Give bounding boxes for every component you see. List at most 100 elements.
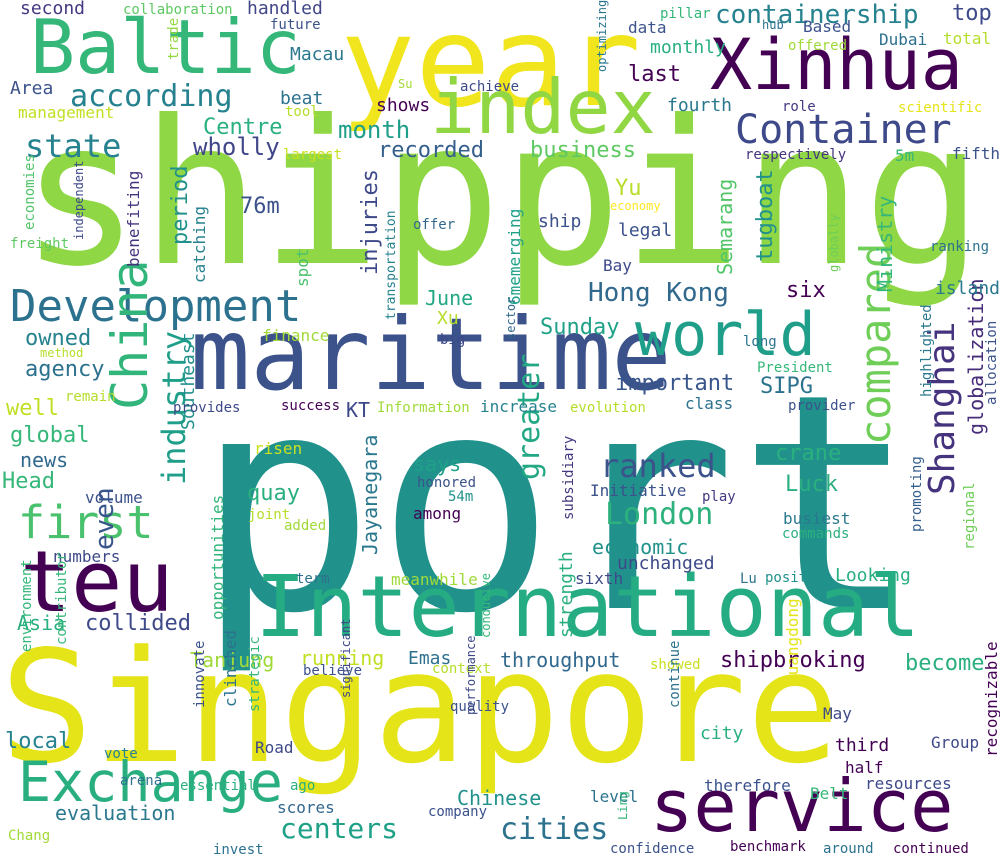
word-sipg: SIPG: [760, 374, 813, 399]
word-highlighted: highlighted: [919, 304, 935, 397]
word-class: class: [685, 394, 734, 413]
word-quality: quality: [450, 699, 510, 715]
word-half: half: [845, 758, 884, 777]
word-become: become: [905, 651, 985, 676]
word-management: management: [18, 103, 115, 122]
word-evaluation: evaluation: [55, 801, 176, 825]
word-quay: quay: [247, 481, 300, 506]
word-clinched: clinched: [221, 629, 240, 707]
word-centers: centers: [280, 812, 399, 845]
word-volume: volume: [85, 488, 143, 507]
word-around: around: [823, 841, 874, 857]
word-ministry: Ministry: [873, 195, 897, 292]
word-yu: Yu: [615, 176, 642, 201]
word-containership: containership: [715, 0, 919, 30]
word-play: play: [702, 489, 736, 505]
word-provider: provider: [788, 398, 856, 414]
word-globalization: globalization: [964, 278, 988, 435]
word-position: position: [765, 570, 833, 586]
word-increase: increase: [480, 397, 558, 416]
word-world: world: [635, 300, 816, 370]
word-big: big: [440, 332, 466, 348]
word-wholly: wholly: [193, 133, 280, 161]
word-essential: essential: [180, 778, 256, 794]
word-agency: agency: [25, 357, 105, 382]
word-asia: Asia: [17, 611, 66, 635]
word-strength: strength: [556, 551, 577, 638]
word-year: year: [340, 0, 642, 135]
word-collaboration: collaboration: [123, 2, 233, 18]
word-third: third: [835, 735, 890, 756]
word-running: running: [300, 646, 385, 670]
word-state: state: [25, 127, 122, 165]
word-therefore: therefore: [704, 776, 791, 795]
word-head: Head: [2, 469, 55, 494]
word-success: success: [281, 398, 341, 414]
word-innovate: innovate: [192, 640, 208, 708]
word-crane: crane: [775, 441, 842, 466]
word-owned: owned: [25, 326, 92, 351]
word-confidence: confidence: [610, 841, 695, 857]
word-busiest: busiest: [783, 509, 851, 528]
word-numbers: numbers: [53, 547, 121, 566]
word-luck: Luck: [785, 472, 838, 497]
word-business: business: [530, 138, 636, 163]
word-continued: continued: [893, 841, 969, 857]
word-global: global: [10, 423, 90, 448]
word-important: important: [615, 371, 735, 396]
word-well: well: [6, 396, 59, 421]
word-beat: beat: [280, 88, 324, 109]
word-jayanegara: Jayanegara: [358, 434, 382, 555]
word-opportunities: opportunities: [208, 494, 227, 620]
word-six: six: [786, 278, 826, 303]
word-pillar: pillar: [660, 6, 711, 22]
word-among: among: [413, 504, 462, 523]
word-long: long: [743, 334, 777, 350]
word-54m: 54m: [448, 489, 474, 505]
word-city: city: [700, 723, 744, 744]
word-according: according: [70, 79, 233, 114]
word-bay: Bay: [603, 256, 632, 275]
word-container: Container: [735, 107, 952, 153]
word-exchange: Exchange: [18, 750, 283, 814]
word-area: Area: [10, 78, 54, 99]
word-scores: scores: [277, 798, 335, 817]
word-information: Information: [377, 400, 470, 416]
word-port: port: [195, 330, 918, 679]
word-ranked: ranked: [600, 447, 716, 485]
word-international: International: [255, 558, 921, 657]
word-company: company: [428, 804, 488, 820]
word-shipping: shipping: [20, 78, 984, 311]
word-xu: Xu: [437, 308, 459, 329]
word-contributor: contributor: [54, 552, 70, 645]
word-may: May: [823, 704, 852, 723]
word-shows: shows: [376, 95, 431, 116]
word-benchmark: benchmark: [730, 839, 806, 855]
word-island: island: [934, 278, 1000, 299]
word-commands: commands: [782, 526, 850, 542]
word-respectively: respectively: [745, 147, 847, 163]
word-scientific: scientific: [898, 100, 983, 116]
word-china: China: [101, 259, 159, 410]
word-independent: independent: [72, 160, 86, 240]
word-local: local: [5, 729, 72, 754]
word-says: says: [413, 452, 462, 476]
word-service: service: [650, 764, 954, 848]
word-tanjung: Tanjung: [190, 648, 275, 672]
word-added: added: [284, 518, 327, 534]
word-singapore: Singapore: [0, 617, 840, 798]
word-subsidiary: subsidiary: [561, 435, 577, 520]
word-economies: economies: [22, 154, 38, 230]
word-finance: finance: [262, 326, 330, 345]
word-economy: economy: [610, 199, 661, 213]
word-believe: believe: [303, 663, 363, 679]
word-shipbroking: shipbroking: [720, 648, 866, 673]
word-5m: 5m: [895, 146, 915, 165]
word-collided: collided: [85, 611, 191, 636]
word-largest: largest: [283, 147, 343, 163]
word-provides: provides: [173, 400, 241, 416]
word-hong-kong: Hong Kong: [588, 278, 729, 308]
word-tool: tool: [285, 104, 319, 120]
word-role: role: [782, 99, 816, 115]
word-month: month: [338, 116, 411, 144]
